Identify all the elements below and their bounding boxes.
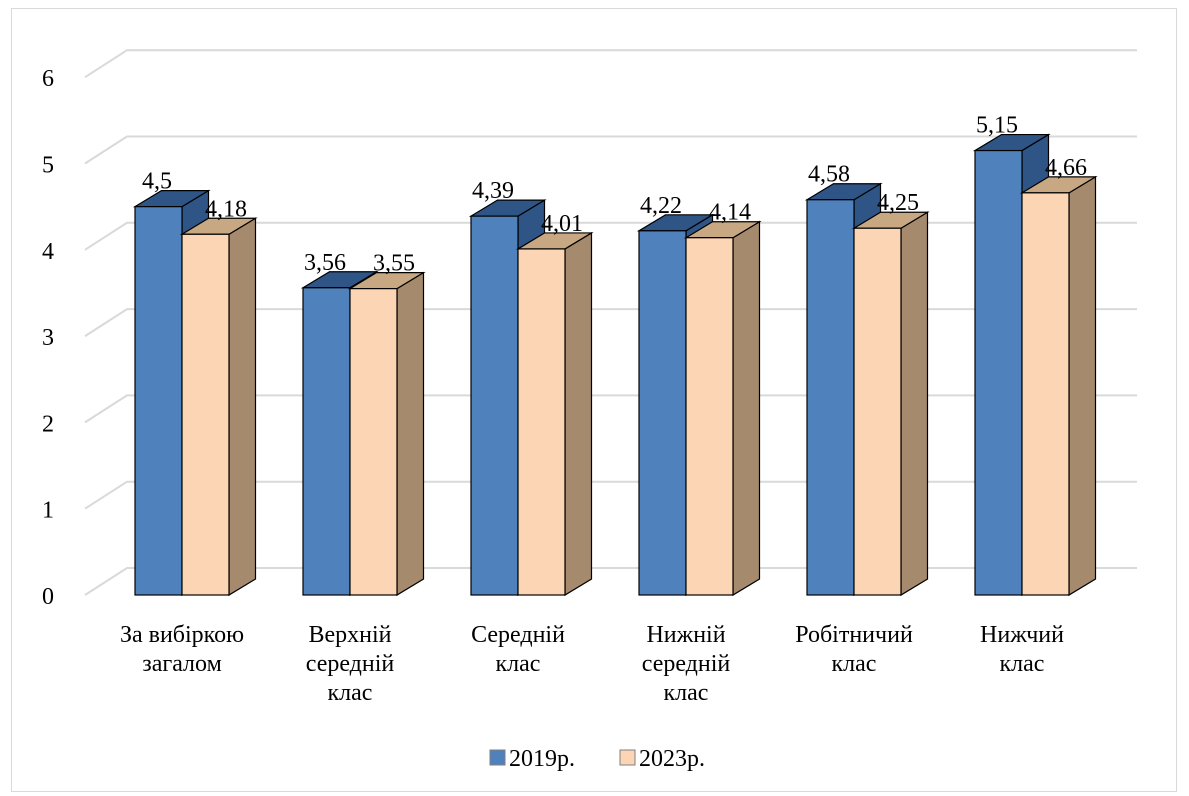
- bar-2023: [347, 271, 426, 597]
- bar-front: [134, 206, 183, 596]
- legend-label: 2023р.: [639, 746, 705, 772]
- legend-item: 2019р.: [489, 746, 575, 772]
- gridline: [84, 567, 1137, 596]
- data-label: 4,22: [640, 193, 682, 219]
- bars: [132, 133, 1098, 597]
- bar-side: [564, 231, 593, 597]
- gridlines: [84, 49, 1137, 596]
- data-label: 5,15: [976, 113, 1018, 139]
- y-axis-ticks: 0 1 2 3 4 5 6: [42, 66, 54, 610]
- data-label: 4,58: [808, 162, 850, 188]
- bar-front: [470, 215, 519, 596]
- data-label: 4,66: [1045, 155, 1087, 181]
- y-tick-label: 3: [42, 325, 54, 351]
- y-tick-label: 6: [42, 66, 54, 92]
- bar-side: [396, 271, 425, 597]
- data-label: 4,01: [541, 211, 583, 237]
- legend-item: 2023р.: [619, 746, 705, 772]
- bar-2023: [683, 220, 762, 597]
- bar-front: [974, 149, 1023, 596]
- data-label: 4,39: [472, 178, 514, 204]
- y-tick-label: 4: [42, 239, 54, 265]
- bar-front: [349, 288, 398, 596]
- legend-swatch: [489, 749, 506, 766]
- y-tick-label: 2: [42, 411, 54, 437]
- legend-label: 2019р.: [509, 746, 575, 772]
- bar-front: [1021, 192, 1070, 596]
- gridline: [84, 308, 1137, 337]
- bar-side: [900, 211, 929, 597]
- bar-side: [228, 217, 257, 597]
- data-label: 4,14: [709, 200, 751, 226]
- data-labels: 4,5 4,18 3,56 3,55 4,39 4,01 4,22 4,14 4,58 4,25 5…: [142, 113, 1087, 277]
- bar-2023: [1019, 175, 1098, 597]
- bar-2023: [179, 217, 258, 597]
- category-label: Нижній середній клас: [642, 622, 731, 706]
- data-label: 3,56: [304, 250, 346, 276]
- category-labels: За вибіркою загалом Верхній середній клас Сер…: [120, 622, 1064, 706]
- data-label: 4,25: [877, 190, 919, 216]
- gridline: [84, 135, 1137, 165]
- gridline: [84, 49, 1137, 79]
- category-label: Верхній середній клас: [306, 622, 395, 706]
- legend: 2019р. 2023р.: [489, 746, 705, 772]
- y-tick-label: 1: [42, 498, 54, 524]
- bar-front: [181, 233, 230, 596]
- y-tick-label: 0: [42, 584, 54, 610]
- bar-front: [806, 199, 855, 596]
- bar-side: [732, 220, 761, 597]
- bar-front: [853, 227, 902, 596]
- legend-swatch: [619, 749, 636, 766]
- data-label: 3,55: [373, 251, 415, 277]
- bar-front: [302, 287, 351, 596]
- data-label: 4,5: [142, 169, 172, 195]
- gridline: [84, 221, 1137, 251]
- bar-front: [638, 230, 687, 596]
- gridline: [84, 394, 1137, 424]
- category-label: Середній клас: [471, 622, 565, 677]
- bar-side: [1068, 175, 1097, 597]
- gridline: [84, 480, 1137, 510]
- category-label: За вибіркою загалом: [120, 622, 244, 677]
- category-label: Робітничий клас: [795, 622, 913, 677]
- bar-2023: [851, 211, 930, 597]
- y-tick-label: 5: [42, 153, 54, 179]
- category-label: Нижчий клас: [980, 622, 1064, 677]
- bar-2023: [515, 231, 594, 597]
- data-label: 4,18: [205, 196, 247, 222]
- bar-front: [685, 237, 734, 596]
- bar-front: [517, 248, 566, 596]
